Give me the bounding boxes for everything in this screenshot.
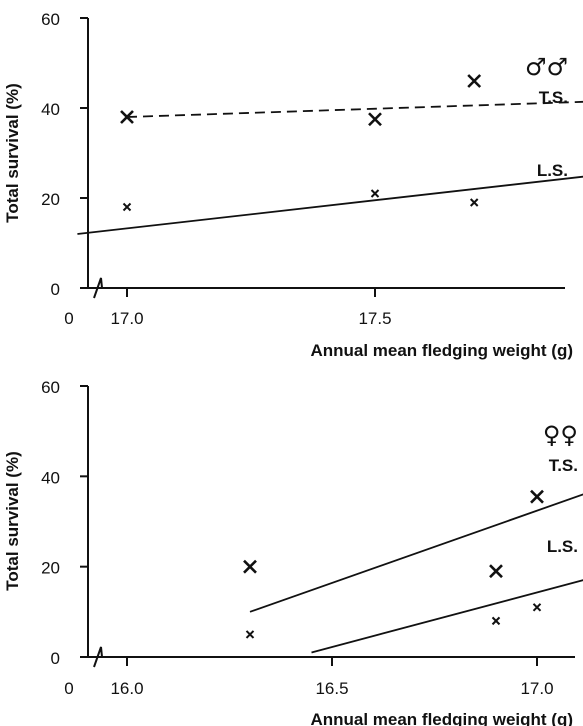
- y-tick-label: 60: [41, 378, 60, 397]
- x-tick-label: 0: [64, 309, 73, 328]
- fit-line-ls: [77, 175, 583, 235]
- x-tick-label: 0: [64, 679, 73, 698]
- data-point-cross: [532, 603, 542, 612]
- x-tick-label: 17.5: [358, 309, 391, 328]
- series-label-ts: T.S.: [539, 88, 568, 107]
- x-tick-label: 16.0: [110, 679, 143, 698]
- data-point-cross: [489, 564, 503, 579]
- y-tick-label: 20: [41, 559, 60, 578]
- series-label-ts: T.S.: [549, 456, 578, 475]
- y-tick-label: 60: [41, 10, 60, 29]
- data-point-cross: [467, 74, 482, 88]
- x-tick-label: 16.5: [315, 679, 348, 698]
- data-point-cross: [368, 112, 382, 127]
- fit-line-ls: [311, 579, 583, 654]
- series-label-ls: L.S.: [547, 537, 578, 556]
- y-tick-label: 20: [41, 190, 60, 209]
- x-tick-label: 17.0: [110, 309, 143, 328]
- series-label-ls: L.S.: [537, 161, 568, 180]
- fit-line-ts: [249, 493, 583, 613]
- y-tick-label: 0: [51, 649, 60, 668]
- data-point-cross: [491, 616, 501, 626]
- data-point-cross: [245, 630, 255, 639]
- x-tick-label: 17.0: [520, 679, 553, 698]
- y-axis-label: Total survival (%): [3, 451, 22, 591]
- axis-break: [88, 646, 103, 668]
- sex-symbol: ♀♀: [543, 421, 578, 449]
- y-tick-label: 40: [41, 100, 60, 119]
- data-point-cross: [370, 189, 380, 198]
- data-point-cross: [120, 110, 134, 124]
- y-axis-label: Total survival (%): [3, 83, 22, 223]
- data-point-cross: [243, 559, 257, 574]
- x-axis-label: Annual mean fledging weight (g): [310, 710, 573, 726]
- x-axis-label: Annual mean fledging weight (g): [310, 341, 573, 360]
- sex-symbol: ♂♂: [525, 53, 568, 81]
- data-point-cross: [530, 489, 544, 504]
- y-tick-label: 0: [51, 280, 60, 299]
- fit-line-ts: [126, 100, 583, 118]
- axis-break: [88, 277, 103, 299]
- data-point-cross: [469, 198, 479, 207]
- data-point-cross: [122, 202, 132, 212]
- y-tick-label: 40: [41, 468, 60, 487]
